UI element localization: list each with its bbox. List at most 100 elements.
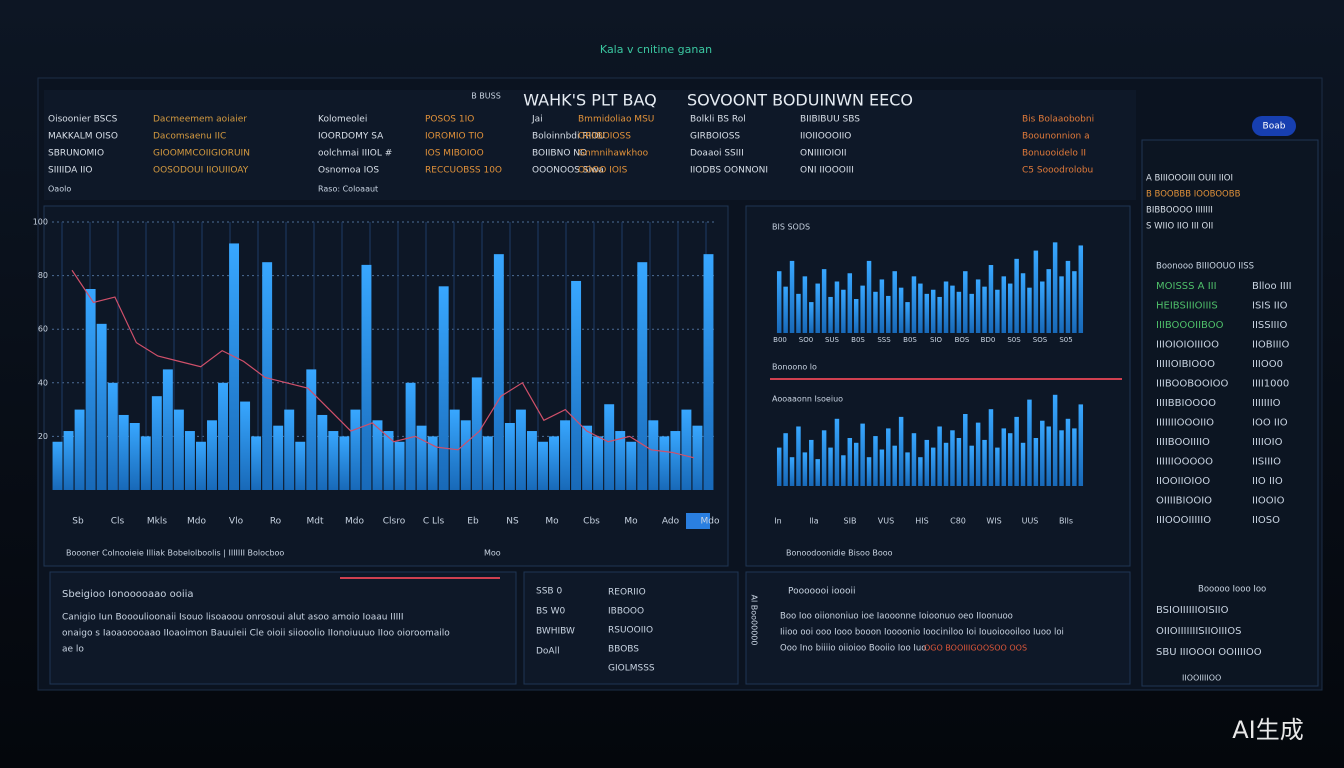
bar [1072,428,1077,486]
highlight-box[interactable] [686,513,710,529]
bar [963,271,968,333]
header-stat: Osnomoa IOS [318,166,379,176]
bar [1027,399,1032,486]
x-tick-label: Ado [662,517,680,527]
x-tick-label: Eb [467,517,479,527]
watermark: AI生成 [1232,716,1304,744]
bar [1059,276,1064,333]
bar [975,422,981,486]
bar [924,293,930,333]
header-stat: GIOOMMCOIIGIORUIN [153,149,250,159]
bar [1014,416,1019,486]
header-stat: ORIIBOIOSS [578,132,631,142]
stat-label: BS W0 [536,607,565,617]
bar [1046,269,1051,333]
bar [853,299,859,333]
bar [460,420,471,490]
bar [482,436,493,490]
sidebar-key: IIIOIOIOIIIOO [1156,340,1219,351]
header-stat: BIIBIBUU SBS [800,115,860,125]
bar [776,271,782,333]
sidebar-key: HEIBSIIIOIIIS [1156,301,1218,312]
header-stat: SBRUNOMIO [48,149,104,159]
stat-value: BBOBS [608,645,639,655]
sidebar-value: Blloo IIII [1252,281,1292,292]
bar [860,423,865,486]
bar [273,425,284,490]
bar [1033,438,1039,486]
bar [284,409,295,490]
x-tick-label: Ro [270,517,282,527]
bar [229,243,240,490]
bar [251,436,262,490]
bar [898,416,904,486]
bar [306,369,317,490]
header-stat: ONIIIIOIOII [800,149,847,159]
bar [162,369,173,490]
bar [328,431,339,490]
sidebar-key: IIIIIOIBIOOO [1156,359,1215,370]
bar [834,418,840,486]
bar [372,420,383,490]
sidebar-value: IIOBIIIO [1252,340,1289,351]
bar [956,438,962,486]
bar [582,425,593,490]
bar [195,441,206,490]
bar [504,423,515,490]
bar [930,289,936,333]
bar [1078,404,1084,486]
sidebar-key: IIIBOOBOOIOO [1156,379,1229,390]
header-stat: oolchmai IIIOL # [318,149,392,159]
bar [879,449,885,486]
bar [937,426,942,486]
x-tick-label: Clsro [383,517,406,527]
bar [1001,428,1007,486]
header-stat: IOORDOMY SA [318,132,384,142]
bar [905,302,910,333]
label: IIOOIIIIOO [1182,674,1221,683]
label: Al Boo00000 [750,595,759,646]
bar [339,436,350,490]
bar [74,409,85,490]
bar [950,285,955,333]
bar [995,447,1000,486]
x-tick-label: S0S [1007,336,1021,344]
bar [924,439,930,486]
bar [956,291,962,333]
header-stat: C5 Sooodrolobu [1022,166,1093,176]
bar [173,409,184,490]
bar [783,286,788,333]
bar [943,442,949,486]
sidebar-value: IIOOIO [1252,496,1285,507]
caption: Bonoono lo [772,363,817,372]
chart-title: BIS SODS [772,223,810,232]
bar [692,425,703,490]
bar [802,452,808,486]
bar [821,269,827,333]
bar [670,431,681,490]
bar [776,447,782,486]
sidebar-panel [1141,139,1319,687]
badge[interactable] [1252,116,1296,136]
x-tick-label: VUS [878,517,894,526]
bar [834,281,840,333]
bar [809,302,814,333]
trend-line [71,269,695,459]
sidebar-key: IIOOIIOIOO [1156,476,1210,487]
right-chart-panel [745,205,1131,567]
sidebar-item: B BOOBBB IOOBOOBB [1146,190,1241,200]
bar [52,441,63,490]
y-tick-label: 60 [38,325,48,334]
bar [911,433,917,486]
title: SOVOONT BODUINWN EECO [687,91,913,110]
bar [1020,442,1026,486]
bar [886,295,891,333]
bar [85,289,96,490]
stat-value: RSUOOIIO [608,626,653,636]
bar [783,433,788,486]
bar [898,287,904,333]
bar [648,420,659,490]
caption: Kala v cnitine ganan [600,43,712,56]
x-tick-label: Mdo [701,517,720,527]
bar [207,420,217,490]
